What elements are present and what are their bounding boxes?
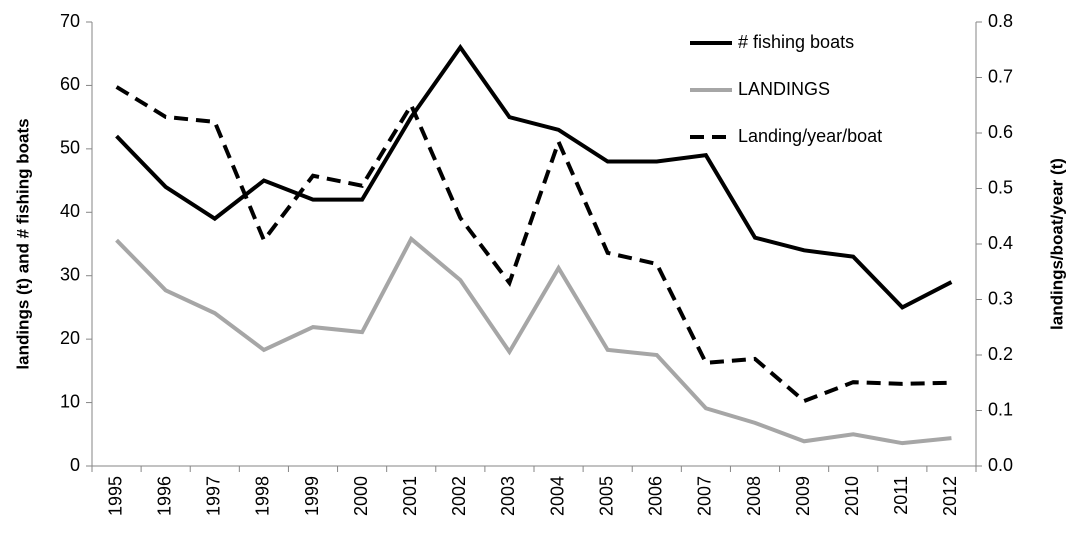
y-tick-label: 70	[60, 11, 80, 31]
x-tick-label: 2004	[547, 476, 567, 516]
x-tick-label: 2009	[793, 476, 813, 516]
y2-tick-label: 0.1	[988, 399, 1013, 419]
y2-tick-label: 0.6	[988, 122, 1013, 142]
x-tick-label: 2007	[695, 476, 715, 516]
y-tick-label: 50	[60, 138, 80, 158]
y-tick-label: 30	[60, 264, 80, 284]
x-tick-label: 2008	[744, 476, 764, 516]
x-tick-label: 2000	[351, 476, 371, 516]
y-tick-label: 60	[60, 74, 80, 94]
y-tick-label: 40	[60, 201, 80, 221]
x-tick-label: 2010	[842, 476, 862, 516]
y2-axis-title: landings/boat/year (t)	[1047, 158, 1066, 330]
x-tick-label: 2003	[498, 476, 518, 516]
x-tick-label: 1997	[204, 476, 224, 516]
y2-tick-label: 0.8	[988, 11, 1013, 31]
x-tick-label: 2002	[449, 476, 469, 516]
y2-tick-label: 0.7	[988, 66, 1013, 86]
series-line	[115, 85, 952, 404]
y-tick-label: 10	[60, 391, 80, 411]
x-tick-label: 1995	[105, 476, 125, 516]
y2-tick-label: 0.2	[988, 344, 1013, 364]
legend-label: LANDINGS	[738, 79, 830, 99]
x-tick-label: 1996	[154, 476, 174, 516]
x-tick-label: 2006	[646, 476, 666, 516]
y2-tick-label: 0.4	[988, 233, 1013, 253]
x-tick-label: 2012	[940, 476, 960, 516]
legend-label: # fishing boats	[738, 32, 854, 52]
series-line	[115, 43, 953, 310]
x-tick-label: 1998	[253, 476, 273, 516]
x-tick-label: 2005	[596, 476, 616, 516]
series-line	[115, 235, 952, 446]
y2-tick-label: 0.0	[988, 455, 1013, 475]
y2-tick-label: 0.5	[988, 177, 1013, 197]
x-tick-label: 1999	[302, 476, 322, 516]
y2-tick-label: 0.3	[988, 288, 1013, 308]
y-tick-label: 20	[60, 328, 80, 348]
y-tick-label: 0	[70, 455, 80, 475]
y-axis-title: landings (t) and # fishing boats	[13, 118, 32, 369]
x-tick-label: 2001	[400, 476, 420, 516]
legend-label: Landing/year/boat	[738, 126, 882, 146]
x-tick-label: 2011	[891, 476, 911, 515]
